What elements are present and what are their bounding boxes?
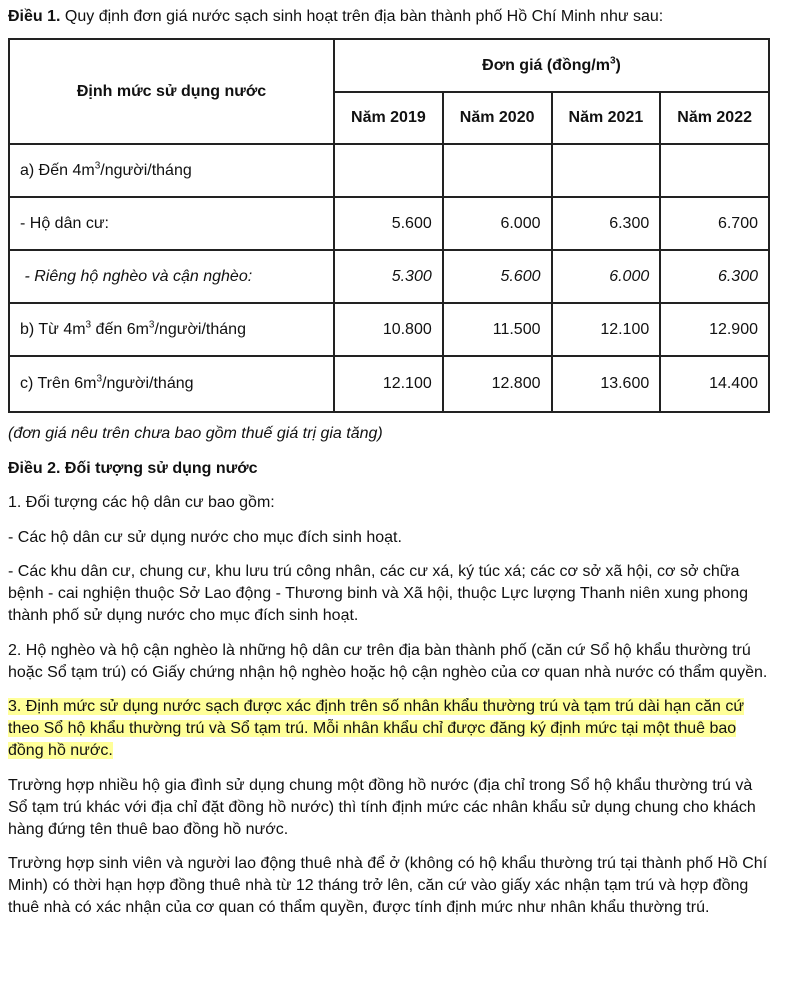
cell: 5.300: [333, 249, 444, 304]
table-row: c) Trên 6m3/người/tháng 12.100 12.800 13…: [8, 355, 770, 413]
cell: 10.800: [333, 302, 444, 357]
paragraph: 1. Đối tượng các hộ dân cư bao gồm:: [8, 494, 275, 511]
cell: 6.000: [550, 249, 662, 304]
article-1-heading: Điều 1. Quy định đơn giá nước sạch sinh …: [8, 6, 772, 28]
cell: [550, 143, 662, 198]
paragraph: 2. Hộ nghèo và hộ cận nghèo là những hộ …: [8, 641, 768, 681]
cell: 5.600: [333, 196, 444, 251]
year-header: Năm 2019: [333, 91, 444, 145]
table-row: a) Đến 4m3/người/tháng: [8, 143, 770, 198]
cell: 12.100: [333, 355, 444, 413]
document: Điều 1. Quy định đơn giá nước sạch sinh …: [8, 6, 772, 916]
paragraph: - Các khu dân cư, chung cư, khu lưu trú …: [8, 563, 748, 624]
paragraph: - Các hộ dân cư sử dụng nước cho mục đíc…: [8, 528, 402, 546]
article-label: Điều 1.: [8, 8, 61, 25]
cell: 12.800: [441, 355, 553, 413]
row-label: a) Đến 4m3/người/tháng: [8, 143, 335, 198]
table-row: - Hộ dân cư: 5.600 6.000 6.300 6.700: [8, 196, 770, 251]
article-2-heading: Điều 2. Đối tượng sử dụng nước: [8, 459, 258, 477]
cell: 13.600: [550, 355, 662, 413]
paragraph: Trường hợp nhiều hộ gia đình sử dụng chu…: [8, 776, 756, 838]
cell: [441, 143, 553, 198]
year-header: Năm 2020: [441, 91, 553, 145]
article-text: Quy định đơn giá nước sạch sinh hoạt trê…: [60, 8, 664, 25]
cell: 11.500: [441, 302, 553, 357]
cell: 5.600: [441, 249, 553, 304]
cell: 6.300: [550, 196, 662, 251]
tax-note: (đơn giá nêu trên chưa bao gồm thuế giá …: [8, 425, 383, 442]
cell: 6.700: [659, 196, 770, 251]
year-header: Năm 2021: [550, 91, 662, 145]
table-row: - Riêng hộ nghèo và cận nghèo: 5.300 5.6…: [8, 249, 770, 304]
price-header: Đơn giá (đồng/m3): [333, 38, 770, 93]
water-price-table: Định mức sử dụng nước Đơn giá (đồng/m3) …: [8, 38, 770, 413]
year-header: Năm 2022: [659, 91, 770, 145]
highlighted-paragraph: 3. Định mức sử dụng nước sạch được xác đ…: [8, 698, 745, 759]
cell: 6.300: [659, 249, 770, 304]
cell: 12.900: [659, 302, 770, 357]
cell: [333, 143, 444, 198]
cell: [659, 143, 770, 198]
cell: 14.400: [659, 355, 770, 413]
cell: 12.100: [550, 302, 662, 357]
paragraph: Trường hợp sinh viên và người lao động t…: [8, 855, 768, 916]
row-label: b) Từ 4m3 đến 6m3/người/tháng: [8, 302, 335, 357]
cell: 6.000: [441, 196, 553, 251]
table-row: b) Từ 4m3 đến 6m3/người/tháng 10.800 11.…: [8, 302, 770, 357]
row-label: c) Trên 6m3/người/tháng: [8, 355, 335, 413]
row-label: - Riêng hộ nghèo và cận nghèo:: [8, 249, 335, 304]
row-label: - Hộ dân cư:: [8, 196, 335, 251]
usage-header: Định mức sử dụng nước: [8, 38, 335, 145]
